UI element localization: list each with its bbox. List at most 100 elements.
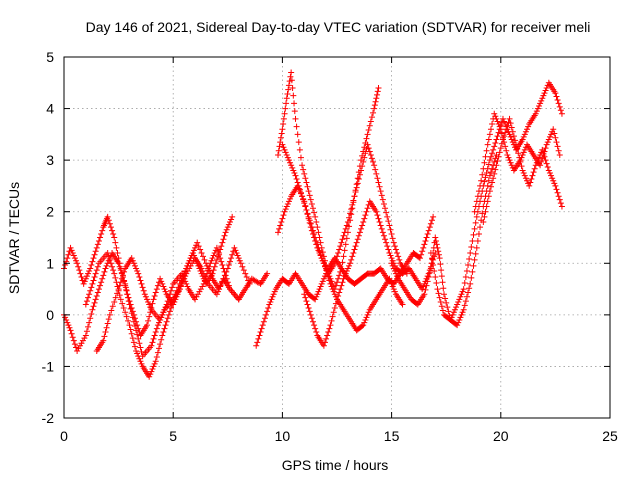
data-point bbox=[127, 305, 134, 312]
data-point bbox=[295, 182, 302, 189]
data-point bbox=[489, 179, 496, 186]
data-point bbox=[207, 260, 214, 267]
data-point bbox=[543, 84, 550, 91]
data-point bbox=[522, 128, 529, 135]
data-point bbox=[469, 268, 476, 275]
data-point bbox=[419, 248, 426, 255]
data-point bbox=[309, 318, 316, 325]
data-point bbox=[154, 349, 161, 356]
data-point bbox=[303, 179, 310, 186]
data-point bbox=[334, 296, 340, 303]
data-point bbox=[508, 136, 515, 143]
data-point bbox=[379, 229, 386, 236]
data-point bbox=[94, 263, 101, 270]
data-point bbox=[275, 147, 282, 154]
data-point bbox=[71, 341, 78, 348]
data-point bbox=[399, 301, 406, 308]
data-point bbox=[112, 274, 119, 281]
data-point bbox=[371, 105, 378, 112]
data-point bbox=[447, 317, 454, 324]
data-point bbox=[438, 303, 445, 310]
data-point bbox=[259, 322, 266, 329]
x-tick-label: 15 bbox=[384, 428, 400, 444]
data-point bbox=[533, 108, 540, 115]
y-tick-label: 5 bbox=[46, 49, 54, 65]
data-point bbox=[467, 249, 474, 256]
data-point bbox=[334, 253, 340, 260]
data-point bbox=[159, 280, 166, 287]
data-point bbox=[542, 145, 549, 152]
data-point bbox=[359, 323, 366, 330]
data-point bbox=[222, 229, 229, 236]
data-point bbox=[530, 169, 537, 176]
data-point bbox=[360, 219, 367, 226]
data-point bbox=[136, 340, 143, 347]
data-point bbox=[341, 247, 348, 254]
data-point bbox=[329, 313, 336, 320]
data-point bbox=[301, 170, 308, 177]
data-point bbox=[502, 143, 509, 150]
data-point bbox=[495, 129, 502, 136]
data-point bbox=[429, 255, 436, 262]
data-point bbox=[361, 215, 368, 222]
data-point bbox=[353, 239, 360, 246]
data-point bbox=[433, 280, 440, 287]
data-point bbox=[546, 170, 553, 177]
data-point bbox=[290, 167, 297, 174]
data-point bbox=[237, 260, 244, 267]
data-point bbox=[534, 105, 541, 112]
data-point bbox=[311, 322, 318, 329]
data-point bbox=[362, 150, 369, 157]
data-point bbox=[493, 136, 500, 143]
data-point bbox=[317, 239, 324, 246]
data-point bbox=[296, 146, 303, 153]
data-point bbox=[444, 304, 451, 311]
data-point bbox=[308, 315, 315, 322]
data-point bbox=[117, 296, 124, 303]
data-point bbox=[521, 172, 528, 179]
data-point bbox=[339, 259, 346, 266]
data-point bbox=[145, 317, 152, 324]
y-tick-label: -1 bbox=[42, 358, 55, 374]
data-point bbox=[292, 172, 299, 179]
series-prn-d bbox=[93, 244, 271, 354]
data-point bbox=[553, 93, 560, 100]
data-points bbox=[61, 69, 565, 380]
data-point bbox=[98, 231, 105, 238]
data-point bbox=[113, 244, 120, 251]
data-point bbox=[70, 337, 77, 344]
data-point bbox=[224, 279, 231, 286]
data-point bbox=[524, 126, 531, 133]
data-point bbox=[478, 177, 485, 184]
data-point bbox=[486, 188, 493, 195]
data-point bbox=[255, 335, 262, 342]
data-point bbox=[109, 263, 116, 270]
data-point bbox=[520, 133, 527, 140]
data-point bbox=[76, 267, 83, 274]
data-point bbox=[74, 260, 81, 267]
data-point bbox=[225, 262, 232, 269]
data-point bbox=[374, 212, 381, 219]
data-point bbox=[164, 315, 171, 322]
data-point bbox=[295, 139, 302, 146]
data-point bbox=[100, 272, 107, 279]
data-point bbox=[367, 151, 374, 158]
data-point bbox=[159, 332, 166, 339]
data-point bbox=[536, 154, 543, 161]
data-point bbox=[380, 200, 387, 207]
data-point bbox=[100, 337, 107, 344]
series-prn-j bbox=[388, 151, 500, 329]
data-point bbox=[162, 288, 169, 295]
data-point bbox=[321, 262, 328, 269]
data-point bbox=[349, 253, 356, 260]
data-point bbox=[471, 256, 478, 263]
data-point bbox=[288, 69, 295, 76]
data-point bbox=[150, 335, 157, 342]
data-point bbox=[87, 287, 94, 294]
data-point bbox=[501, 133, 508, 140]
data-point bbox=[171, 294, 178, 301]
data-point bbox=[146, 313, 153, 320]
data-point bbox=[161, 325, 168, 332]
data-point bbox=[120, 304, 127, 311]
data-point bbox=[233, 249, 240, 256]
